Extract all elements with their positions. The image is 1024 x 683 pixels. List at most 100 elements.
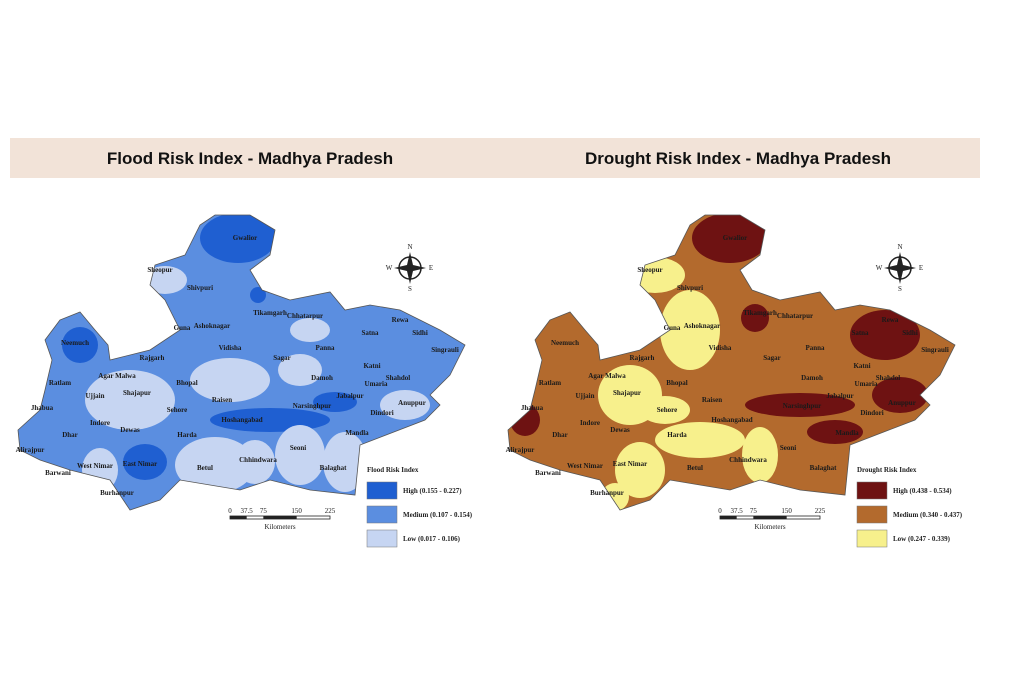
district-label: Jabalpur	[336, 392, 363, 400]
district-label: Sagar	[273, 354, 291, 362]
map-title: Drought Risk Index - Madhya Pradesh	[585, 149, 891, 168]
state-outline	[17, 214, 466, 511]
district-label: Vidisha	[709, 344, 732, 352]
risk-region	[313, 392, 357, 412]
district-label: Sheopur	[637, 266, 662, 274]
scale-label: 37.5	[731, 507, 744, 515]
district-label: Shivpuri	[187, 284, 213, 292]
district-label: Narsinghpur	[293, 402, 332, 410]
district-label: Shivpuri	[677, 284, 703, 292]
district-label: Agar Malwa	[98, 372, 136, 380]
district-label: Chhatarpur	[287, 312, 323, 320]
district-label: Shajapur	[123, 389, 151, 397]
district-label: Burhanpur	[100, 489, 134, 497]
scale-segment	[753, 516, 787, 519]
legend-swatch	[856, 529, 888, 548]
district-label: Singrauli	[921, 346, 949, 354]
district-label: Sehore	[657, 406, 677, 414]
district-label: Katni	[853, 362, 870, 370]
scale-label: 37.5	[241, 507, 254, 515]
district-label: Ratlam	[539, 379, 561, 387]
district-label: Dindori	[860, 409, 883, 417]
risk-region	[742, 427, 778, 483]
compass-letter: N	[897, 243, 902, 251]
district-label: Shahdol	[876, 374, 901, 382]
district-label: Shajapur	[613, 389, 641, 397]
risk-region	[692, 215, 768, 263]
district-label: Indore	[90, 419, 110, 427]
district-label: Sidhi	[412, 329, 428, 337]
district-label: Mandla	[345, 429, 369, 437]
district-label: Sagar	[763, 354, 781, 362]
scale-label: 225	[325, 507, 336, 515]
legend-swatch	[856, 505, 888, 524]
district-label: Rajgarh	[630, 354, 655, 362]
district-label: Damoh	[311, 374, 333, 382]
scale-label: 0	[718, 507, 722, 515]
district-label: Narsinghpur	[783, 402, 822, 410]
district-label: Sheopur	[147, 266, 172, 274]
scale-segment	[263, 516, 297, 519]
compass-letter: S	[898, 285, 902, 293]
district-label: Dhar	[552, 431, 568, 439]
district-label: Satna	[361, 329, 379, 337]
flood-map: Sheopur Gwalior Shivpuri Guna Ashoknagar Tika…	[16, 214, 473, 548]
district-label: Tikamgarh	[743, 309, 777, 317]
legend-title: Drought Risk Index	[857, 466, 917, 474]
district-label: Neemuch	[551, 339, 579, 347]
scale-unit: Kilometers	[754, 523, 785, 531]
scale-segment	[720, 516, 737, 519]
district-label: Panna	[805, 344, 825, 352]
district-label: Hoshangabad	[221, 416, 262, 424]
risk-region	[323, 432, 367, 492]
district-label: Guna	[174, 324, 191, 332]
district-label: Ashoknagar	[684, 322, 721, 330]
district-label: Tikamgarh	[253, 309, 287, 317]
drought-map: Sheopur Gwalior Shivpuri Guna Ashoknagar Tika…	[506, 214, 963, 548]
legend-label: Low (0.247 - 0.339)	[893, 535, 951, 543]
scale-label: 0	[228, 507, 232, 515]
legend-swatch	[856, 481, 888, 500]
district-label: Guna	[664, 324, 681, 332]
district-label: Bhopal	[666, 379, 687, 387]
legend-label: Medium (0.340 - 0.437)	[893, 511, 963, 519]
district-label: Chhatarpur	[777, 312, 813, 320]
risk-region	[175, 437, 255, 493]
risk-region	[250, 287, 266, 303]
district-label: Gwalior	[233, 234, 258, 242]
district-label: Dhar	[62, 431, 78, 439]
district-label: Indore	[580, 419, 600, 427]
district-label: Jabalpur	[826, 392, 853, 400]
scale-segment	[230, 516, 247, 519]
district-label: Damoh	[801, 374, 823, 382]
compass-letter: N	[407, 243, 412, 251]
scale-label: 75	[750, 507, 758, 515]
district-label: Ratlam	[49, 379, 71, 387]
scale-label: 150	[291, 507, 302, 515]
district-label: Harda	[667, 431, 687, 439]
risk-region	[235, 440, 275, 484]
risk-region	[615, 442, 665, 498]
district-label: West Nimar	[567, 462, 603, 470]
district-label: Umaria	[365, 380, 388, 388]
district-label: Rajgarh	[140, 354, 165, 362]
district-label: Katni	[363, 362, 380, 370]
legend-label: Low (0.017 - 0.106)	[403, 535, 461, 543]
district-label: Dewas	[120, 426, 140, 434]
risk-region	[275, 425, 325, 485]
district-label: Rewa	[392, 316, 409, 324]
district-label: Panna	[315, 344, 335, 352]
legend-swatch	[366, 529, 398, 548]
compass-letter: E	[429, 264, 433, 272]
district-label: East Nimar	[123, 460, 157, 468]
district-label: Alirajpur	[16, 446, 45, 454]
legend-swatch	[366, 505, 398, 524]
district-label: Singrauli	[431, 346, 459, 354]
map-title: Flood Risk Index - Madhya Pradesh	[107, 149, 393, 168]
risk-region	[872, 377, 928, 413]
state-outline	[507, 214, 956, 511]
compass-letter: E	[919, 264, 923, 272]
district-label: Chhindwara	[239, 456, 277, 464]
district-label: Seoni	[780, 444, 796, 452]
